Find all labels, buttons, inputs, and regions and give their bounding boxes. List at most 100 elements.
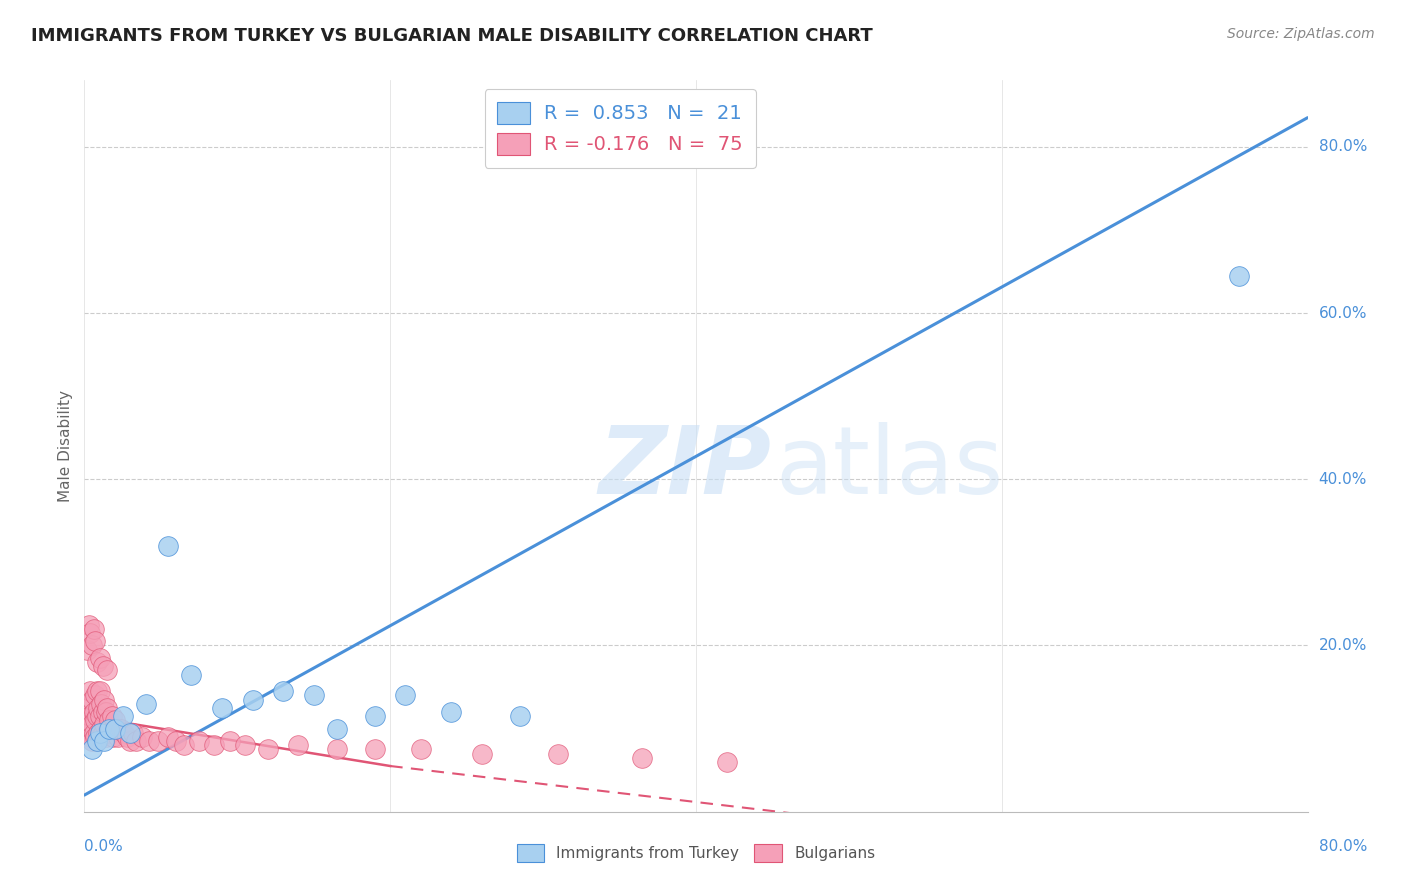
Text: 80.0%: 80.0% (1319, 139, 1367, 154)
Point (89, 730, 111, 744)
Point (631, 750, 654, 764)
Point (89, 725, 111, 739)
Point (80, 742, 103, 756)
Point (271, 684, 294, 698)
Point (547, 747, 569, 761)
Point (218, 734, 240, 748)
Point (89, 709, 111, 723)
Point (93, 692, 115, 706)
Point (202, 738, 225, 752)
Point (91, 725, 114, 739)
Point (104, 714, 127, 728)
Point (302, 689, 325, 703)
Point (76, 725, 98, 739)
Point (105, 722, 128, 736)
Point (79, 626, 101, 640)
Point (509, 709, 531, 723)
Point (76, 709, 98, 723)
Point (96, 725, 118, 739)
Point (80, 639, 103, 653)
Point (79, 709, 101, 723)
Point (131, 730, 153, 744)
Point (90, 697, 112, 711)
Point (83, 622, 105, 636)
Text: 40.0%: 40.0% (1319, 472, 1367, 487)
Point (91, 659, 114, 673)
Text: 20.0%: 20.0% (1319, 638, 1367, 653)
Point (103, 730, 125, 744)
Text: 0.0%: 0.0% (84, 839, 124, 855)
Legend: Immigrants from Turkey, Bulgarians: Immigrants from Turkey, Bulgarians (509, 836, 883, 870)
Point (93, 717, 115, 731)
Point (97, 714, 120, 728)
Point (188, 734, 211, 748)
Point (93, 734, 115, 748)
Point (79, 684, 101, 698)
Point (77, 722, 100, 736)
Point (96, 701, 118, 715)
Point (86, 684, 108, 698)
Point (716, 755, 738, 769)
Point (77, 617, 100, 632)
Point (364, 709, 387, 723)
Point (86, 734, 108, 748)
Point (325, 742, 347, 756)
Point (115, 730, 138, 744)
Point (112, 725, 135, 739)
Point (86, 655, 108, 669)
Point (80, 734, 103, 748)
Point (409, 742, 432, 756)
Point (1227, 268, 1250, 283)
Point (165, 734, 187, 748)
Text: atlas: atlas (776, 422, 1004, 514)
Point (120, 725, 142, 739)
Point (80, 717, 103, 731)
Point (471, 747, 494, 761)
Point (157, 539, 180, 553)
Y-axis label: Male Disability: Male Disability (58, 390, 73, 502)
Point (86, 734, 108, 748)
Point (364, 742, 387, 756)
Point (242, 692, 264, 706)
Point (83, 725, 105, 739)
Point (287, 738, 309, 752)
Point (84, 689, 107, 703)
Point (440, 705, 463, 719)
Text: Source: ZipAtlas.com: Source: ZipAtlas.com (1227, 27, 1375, 41)
Point (173, 738, 195, 752)
Point (120, 734, 142, 748)
Point (257, 742, 280, 756)
Point (86, 709, 108, 723)
Point (96, 664, 118, 678)
Point (101, 709, 124, 723)
Point (157, 730, 180, 744)
Text: 60.0%: 60.0% (1319, 306, 1367, 320)
Point (84, 634, 107, 648)
Point (84, 730, 107, 744)
Point (111, 709, 134, 723)
Point (180, 667, 202, 681)
Point (146, 734, 169, 748)
Point (87, 725, 110, 739)
Point (89, 651, 111, 665)
Point (394, 689, 416, 703)
Point (107, 730, 129, 744)
Point (125, 734, 148, 748)
Point (76, 642, 98, 657)
Point (90, 722, 112, 736)
Point (79, 730, 101, 744)
Point (97, 722, 120, 736)
Point (233, 738, 256, 752)
Point (211, 701, 233, 715)
Point (94, 730, 117, 744)
Text: 80.0%: 80.0% (1319, 839, 1367, 855)
Point (89, 684, 111, 698)
Point (84, 714, 107, 728)
Point (80, 692, 103, 706)
Point (135, 697, 157, 711)
Text: IMMIGRANTS FROM TURKEY VS BULGARIAN MALE DISABILITY CORRELATION CHART: IMMIGRANTS FROM TURKEY VS BULGARIAN MALE… (31, 27, 873, 45)
Point (104, 722, 127, 736)
Text: ZIP: ZIP (598, 422, 770, 514)
Point (83, 705, 105, 719)
Point (77, 697, 100, 711)
